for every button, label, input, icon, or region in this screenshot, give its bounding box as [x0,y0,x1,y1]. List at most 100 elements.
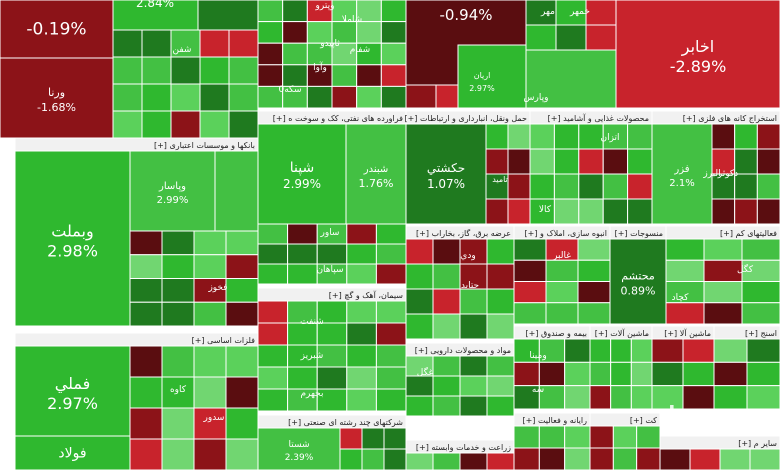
small-tile[interactable] [734,198,758,225]
small-tile[interactable] [257,263,289,285]
small-tile[interactable] [485,148,509,175]
small-tile[interactable] [346,300,377,324]
small-tile[interactable] [405,313,434,340]
small-tile[interactable] [602,198,629,225]
small-tile[interactable] [141,83,172,112]
small-tile[interactable] [538,447,566,470]
small-tile[interactable] [405,263,434,290]
small-tile[interactable] [225,301,259,327]
small-tile[interactable] [331,85,358,109]
small-tile[interactable] [361,448,385,470]
small-tile[interactable] [193,438,227,470]
small-tile[interactable] [513,238,547,261]
small-tile[interactable] [170,110,201,139]
small-tile[interactable] [346,263,377,285]
small-tile[interactable] [529,148,555,175]
small-tile[interactable] [602,173,629,200]
small-tile[interactable] [578,123,604,150]
small-tile[interactable] [746,338,780,363]
small-tile[interactable] [746,385,780,410]
small-tile[interactable] [459,288,488,315]
small-tile[interactable] [199,29,230,58]
small-tile[interactable] [711,123,736,150]
small-tile[interactable] [257,42,284,66]
small-tile[interactable] [161,278,195,303]
small-tile[interactable] [257,344,289,368]
stock-tile[interactable] [14,345,131,437]
small-tile[interactable] [651,338,684,363]
small-tile[interactable] [375,300,407,324]
small-tile[interactable] [129,301,163,327]
small-tile[interactable] [486,263,515,290]
stock-tile[interactable] [129,150,216,232]
small-tile[interactable] [459,375,488,397]
small-tile[interactable] [405,238,434,265]
small-tile[interactable] [513,361,540,387]
small-tile[interactable] [228,29,259,58]
small-tile[interactable] [356,64,382,87]
small-tile[interactable] [228,56,259,85]
small-tile[interactable] [161,345,195,378]
small-tile[interactable] [636,447,661,470]
small-tile[interactable] [630,361,653,387]
small-tile[interactable] [553,198,580,225]
small-tile[interactable] [375,366,407,390]
small-tile[interactable] [589,385,612,410]
stock-tile[interactable] [257,427,341,470]
small-tile[interactable] [564,447,591,470]
small-tile[interactable] [529,123,555,150]
small-tile[interactable] [170,29,201,58]
small-tile[interactable] [486,452,515,470]
small-tile[interactable] [659,448,691,470]
small-tile[interactable] [713,338,748,363]
small-tile[interactable] [432,288,461,315]
small-tile[interactable] [741,302,780,325]
small-tile[interactable] [161,376,195,409]
small-tile[interactable] [282,64,308,87]
small-tile[interactable] [346,388,377,412]
stock-tile[interactable] [0,57,114,139]
small-tile[interactable] [346,243,377,265]
small-tile[interactable] [432,313,461,340]
small-tile[interactable] [627,148,653,175]
small-tile[interactable] [538,425,566,449]
small-tile[interactable] [564,338,591,363]
small-tile[interactable] [486,375,515,397]
small-tile[interactable] [589,425,614,449]
small-tile[interactable] [432,375,461,397]
stock-tile[interactable] [197,0,259,31]
small-tile[interactable] [627,123,653,150]
small-tile[interactable] [630,385,653,410]
small-tile[interactable] [525,24,557,51]
small-tile[interactable] [689,448,721,470]
small-tile[interactable] [589,338,612,363]
small-tile[interactable] [651,361,684,387]
small-tile[interactable] [346,223,377,245]
small-tile[interactable] [356,85,382,109]
small-tile[interactable] [228,110,259,139]
small-tile[interactable] [282,0,308,23]
small-tile[interactable] [129,278,163,303]
small-tile[interactable] [459,313,488,340]
small-tile[interactable] [529,198,555,225]
small-tile[interactable] [405,84,437,109]
small-tile[interactable] [486,355,515,377]
small-tile[interactable] [141,29,172,58]
small-tile[interactable] [577,281,611,304]
small-tile[interactable] [316,243,348,265]
small-tile[interactable] [170,83,201,112]
small-tile[interactable] [193,254,227,279]
small-tile[interactable] [287,366,318,390]
small-tile[interactable] [713,361,748,387]
small-tile[interactable] [287,263,318,285]
small-tile[interactable] [555,24,587,51]
small-tile[interactable] [486,288,515,315]
small-tile[interactable] [375,243,407,265]
small-tile[interactable] [734,123,758,150]
small-tile[interactable] [513,425,540,449]
stock-tile[interactable] [14,150,131,327]
small-tile[interactable] [112,110,143,139]
small-tile[interactable] [129,345,163,378]
small-tile[interactable] [627,173,653,200]
small-tile[interactable] [486,238,515,265]
